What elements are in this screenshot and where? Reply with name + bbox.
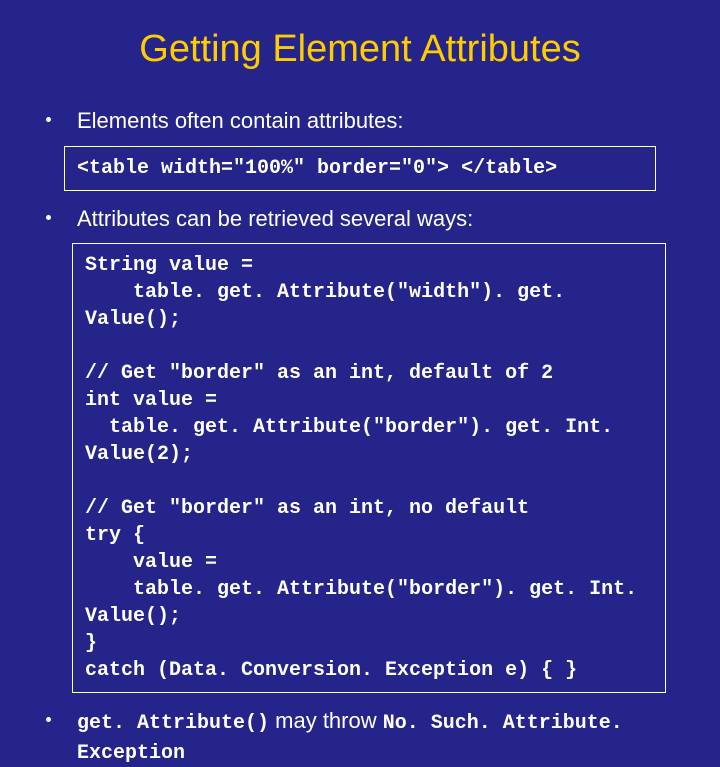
bullet-dot-icon [46, 215, 51, 220]
slide-title: Getting Element Attributes [36, 28, 684, 71]
bullet-1-text: Elements often contain attributes: [77, 107, 404, 136]
code-box-1: <table width="100%" border="0"> </table> [64, 146, 656, 191]
bullet-2-text: Attributes can be retrieved several ways… [77, 205, 473, 234]
bullet-2: Attributes can be retrieved several ways… [46, 205, 684, 234]
bullet-dot-icon [46, 117, 51, 122]
bullet-3-code-prefix: get. Attribute() [77, 712, 269, 735]
bullet-1: Elements often contain attributes: [46, 107, 684, 136]
bullet-3-mid: may throw [269, 708, 383, 733]
bullet-3-text: get. Attribute() may throw No. Such. Att… [77, 707, 684, 767]
code-box-2: String value = table. get. Attribute("wi… [72, 243, 666, 693]
slide: Getting Element Attributes Elements ofte… [0, 0, 720, 720]
bullet-3: get. Attribute() may throw No. Such. Att… [46, 707, 684, 767]
